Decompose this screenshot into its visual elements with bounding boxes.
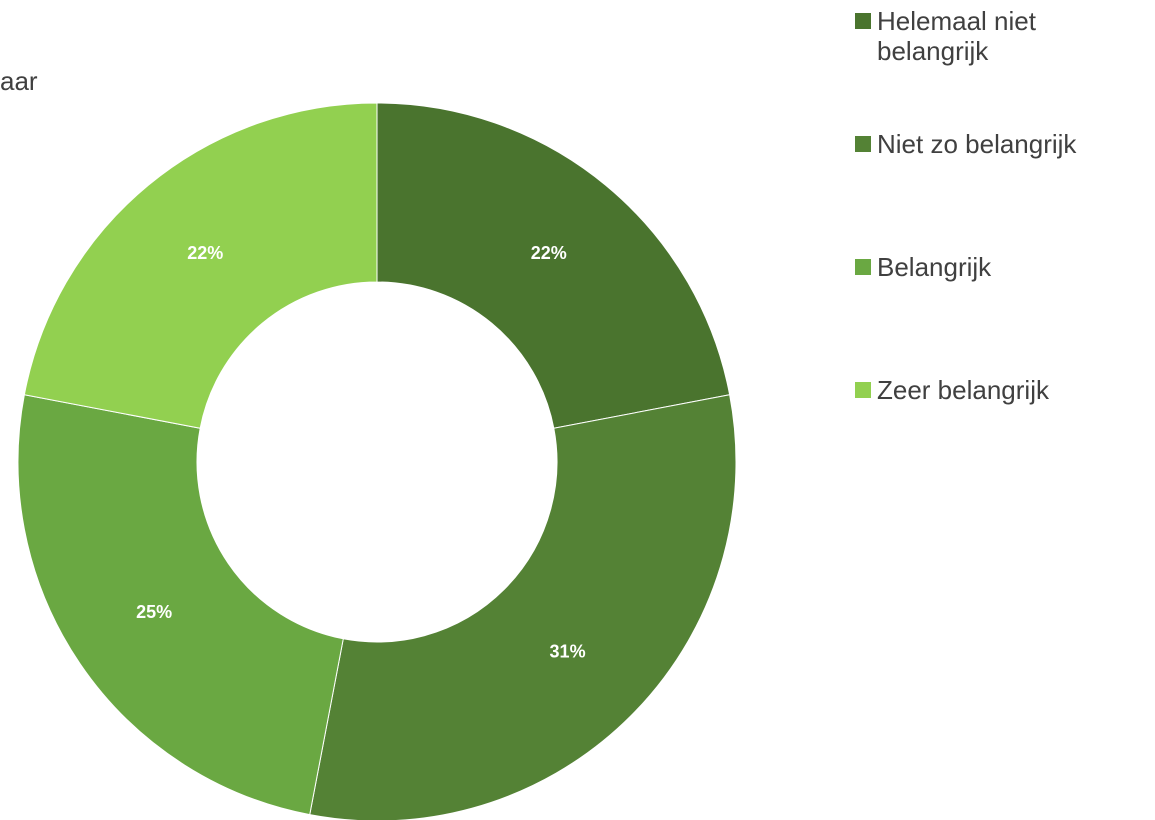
legend-label: Niet zo belangrijk <box>877 129 1077 159</box>
data-label: 25% <box>136 602 172 622</box>
legend-label: Helemaal niet belangrijk <box>877 6 1036 66</box>
data-label: 22% <box>531 243 567 263</box>
legend-swatch <box>855 259 871 275</box>
legend-swatch <box>855 382 871 398</box>
legend-swatch <box>855 136 871 152</box>
data-label: 31% <box>550 641 586 661</box>
donut-slice <box>376 102 731 429</box>
legend-label: Zeer belangrijk <box>877 375 1049 405</box>
donut-slice <box>309 394 737 820</box>
legend: Helemaal niet belangrijk Niet zo belangri… <box>855 6 1145 498</box>
legend-item: Helemaal niet belangrijk <box>855 6 1145 129</box>
legend-item: Zeer belangrijk <box>855 375 1145 498</box>
chart: aar 22% 31% 25% 22% <box>0 66 737 820</box>
legend-item: Belangrijk <box>855 252 1145 375</box>
legend-item: Niet zo belangrijk <box>855 129 1145 252</box>
legend-swatch <box>855 13 871 29</box>
chart-title: aar <box>0 66 38 96</box>
donut-slice <box>17 394 344 816</box>
data-label: 22% <box>187 243 223 263</box>
legend-label: Belangrijk <box>877 252 992 282</box>
donut-slice <box>23 102 378 429</box>
